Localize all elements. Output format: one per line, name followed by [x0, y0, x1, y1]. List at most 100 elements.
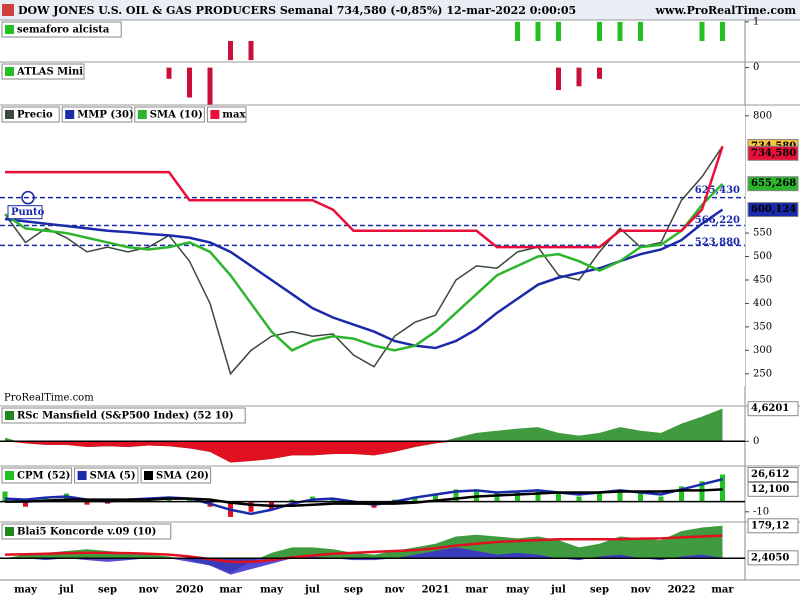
bar — [720, 21, 725, 41]
bar — [556, 67, 561, 91]
bar — [248, 501, 254, 512]
x-tick-label: nov — [631, 585, 652, 596]
legend-box — [134, 106, 205, 123]
header-bar — [0, 0, 800, 20]
legend-swatch — [210, 110, 220, 119]
level-label: 523,880 — [695, 237, 740, 248]
legend-label: Blai5 Koncorde v.09 (10) — [17, 527, 156, 538]
x-tick-label: sep — [98, 585, 117, 596]
legend-label: SMA (5) — [90, 471, 136, 482]
x-tick-label: mar — [465, 585, 488, 596]
last-value-box — [747, 518, 799, 534]
last-value-box — [747, 176, 799, 192]
legend-box — [1, 106, 60, 123]
line — [4, 534, 723, 564]
bar — [535, 489, 541, 502]
bar — [412, 496, 418, 502]
legend-swatch — [5, 110, 14, 119]
last-value-box — [747, 481, 799, 497]
line — [5, 488, 723, 507]
legend-swatch — [144, 471, 153, 480]
legend-label: RSc Mansfield (S&P500 Index) (52 10) — [17, 411, 234, 422]
x-tick-label: nov — [139, 585, 160, 596]
y-tick-label: 550 — [753, 228, 772, 239]
last-value-box — [747, 401, 799, 417]
bar — [433, 493, 438, 502]
y-tick-label: 1 — [753, 16, 759, 27]
legend-box — [74, 467, 139, 484]
bar — [617, 489, 623, 502]
bar — [23, 501, 28, 507]
legend-box — [1, 523, 172, 540]
legend-box — [1, 21, 122, 38]
bar — [638, 493, 643, 502]
bar — [207, 67, 213, 105]
area — [5, 525, 723, 573]
x-tick-label: jul — [550, 585, 566, 596]
x-tick-label: mar — [219, 585, 242, 596]
legend-label: SMA (10) — [150, 110, 203, 121]
bar — [638, 21, 643, 41]
last-value-box — [747, 145, 799, 161]
bar — [248, 41, 254, 61]
bar — [556, 493, 561, 502]
y-tick-label: 0 — [753, 62, 759, 73]
legend-swatch — [5, 471, 14, 480]
bar — [556, 21, 561, 41]
bar — [597, 67, 602, 79]
y-tick-label: 300 — [753, 345, 772, 356]
bar — [494, 493, 500, 502]
x-tick-label: nov — [385, 585, 406, 596]
area-negative — [5, 441, 723, 463]
x-tick-label: may — [260, 585, 284, 596]
line — [5, 145, 724, 249]
level-label: 566,220 — [695, 215, 740, 226]
last-value-box — [747, 550, 799, 566]
legend-label: ATLAS Mini — [16, 67, 83, 78]
last-value-label: 655,268 — [751, 178, 796, 189]
site-url: www.ProRealTime.com — [655, 4, 797, 17]
last-value-label: 12,100 — [751, 484, 789, 495]
last-value-label: 4,6201 — [751, 403, 789, 414]
last-value-label: 26,612 — [751, 469, 789, 480]
legend-swatch — [5, 527, 14, 536]
last-value-label: 734,580 — [751, 148, 796, 159]
bar — [597, 491, 602, 502]
header-icon — [2, 4, 14, 16]
bar — [166, 67, 172, 79]
line — [4, 182, 724, 352]
bar — [289, 499, 295, 502]
y-tick-label: 400 — [753, 298, 772, 309]
bar — [699, 21, 705, 41]
legend-label: max — [222, 110, 246, 121]
x-tick-label: 2020 — [176, 585, 204, 596]
bar — [597, 21, 602, 41]
bar — [576, 67, 582, 87]
bar — [679, 486, 684, 502]
bar — [330, 498, 336, 502]
last-value-label: 179,12 — [751, 520, 789, 531]
legend-swatch — [65, 110, 75, 119]
x-tick-label: mar — [711, 585, 734, 596]
legend-box — [61, 106, 133, 123]
legend-box — [140, 467, 212, 484]
legend-box — [1, 407, 246, 424]
y-tick-label: 350 — [753, 321, 772, 332]
last-value-box — [747, 467, 799, 483]
bar — [187, 67, 192, 98]
point-box — [7, 205, 43, 220]
y-tick-label: 800 — [753, 110, 772, 121]
x-tick-label: may — [506, 585, 530, 596]
y-tick-label: -10 — [753, 506, 769, 517]
bar — [658, 496, 664, 502]
legend-box — [1, 467, 73, 484]
bar — [515, 491, 520, 502]
bar — [515, 21, 520, 41]
bar — [720, 474, 725, 502]
watermark: ProRealTime.com — [4, 393, 94, 404]
y-tick-label: 500 — [753, 251, 772, 262]
legend-swatch — [5, 411, 14, 420]
legend-swatch — [5, 25, 14, 34]
legend-label: SMA (20) — [156, 471, 209, 482]
